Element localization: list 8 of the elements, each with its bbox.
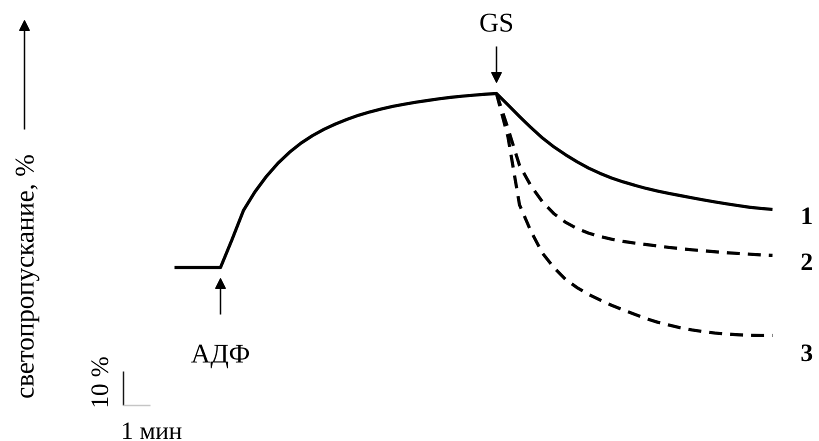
series-label: 2 <box>800 248 813 276</box>
text: GS <box>479 8 514 38</box>
text: 10 % <box>87 356 114 409</box>
series-label: 1 <box>800 202 813 230</box>
y-axis-title: светопропускание, % <box>10 154 40 399</box>
text: АДФ <box>190 338 250 368</box>
text: 1 мин <box>120 418 182 441</box>
series-label: 3 <box>800 340 813 367</box>
